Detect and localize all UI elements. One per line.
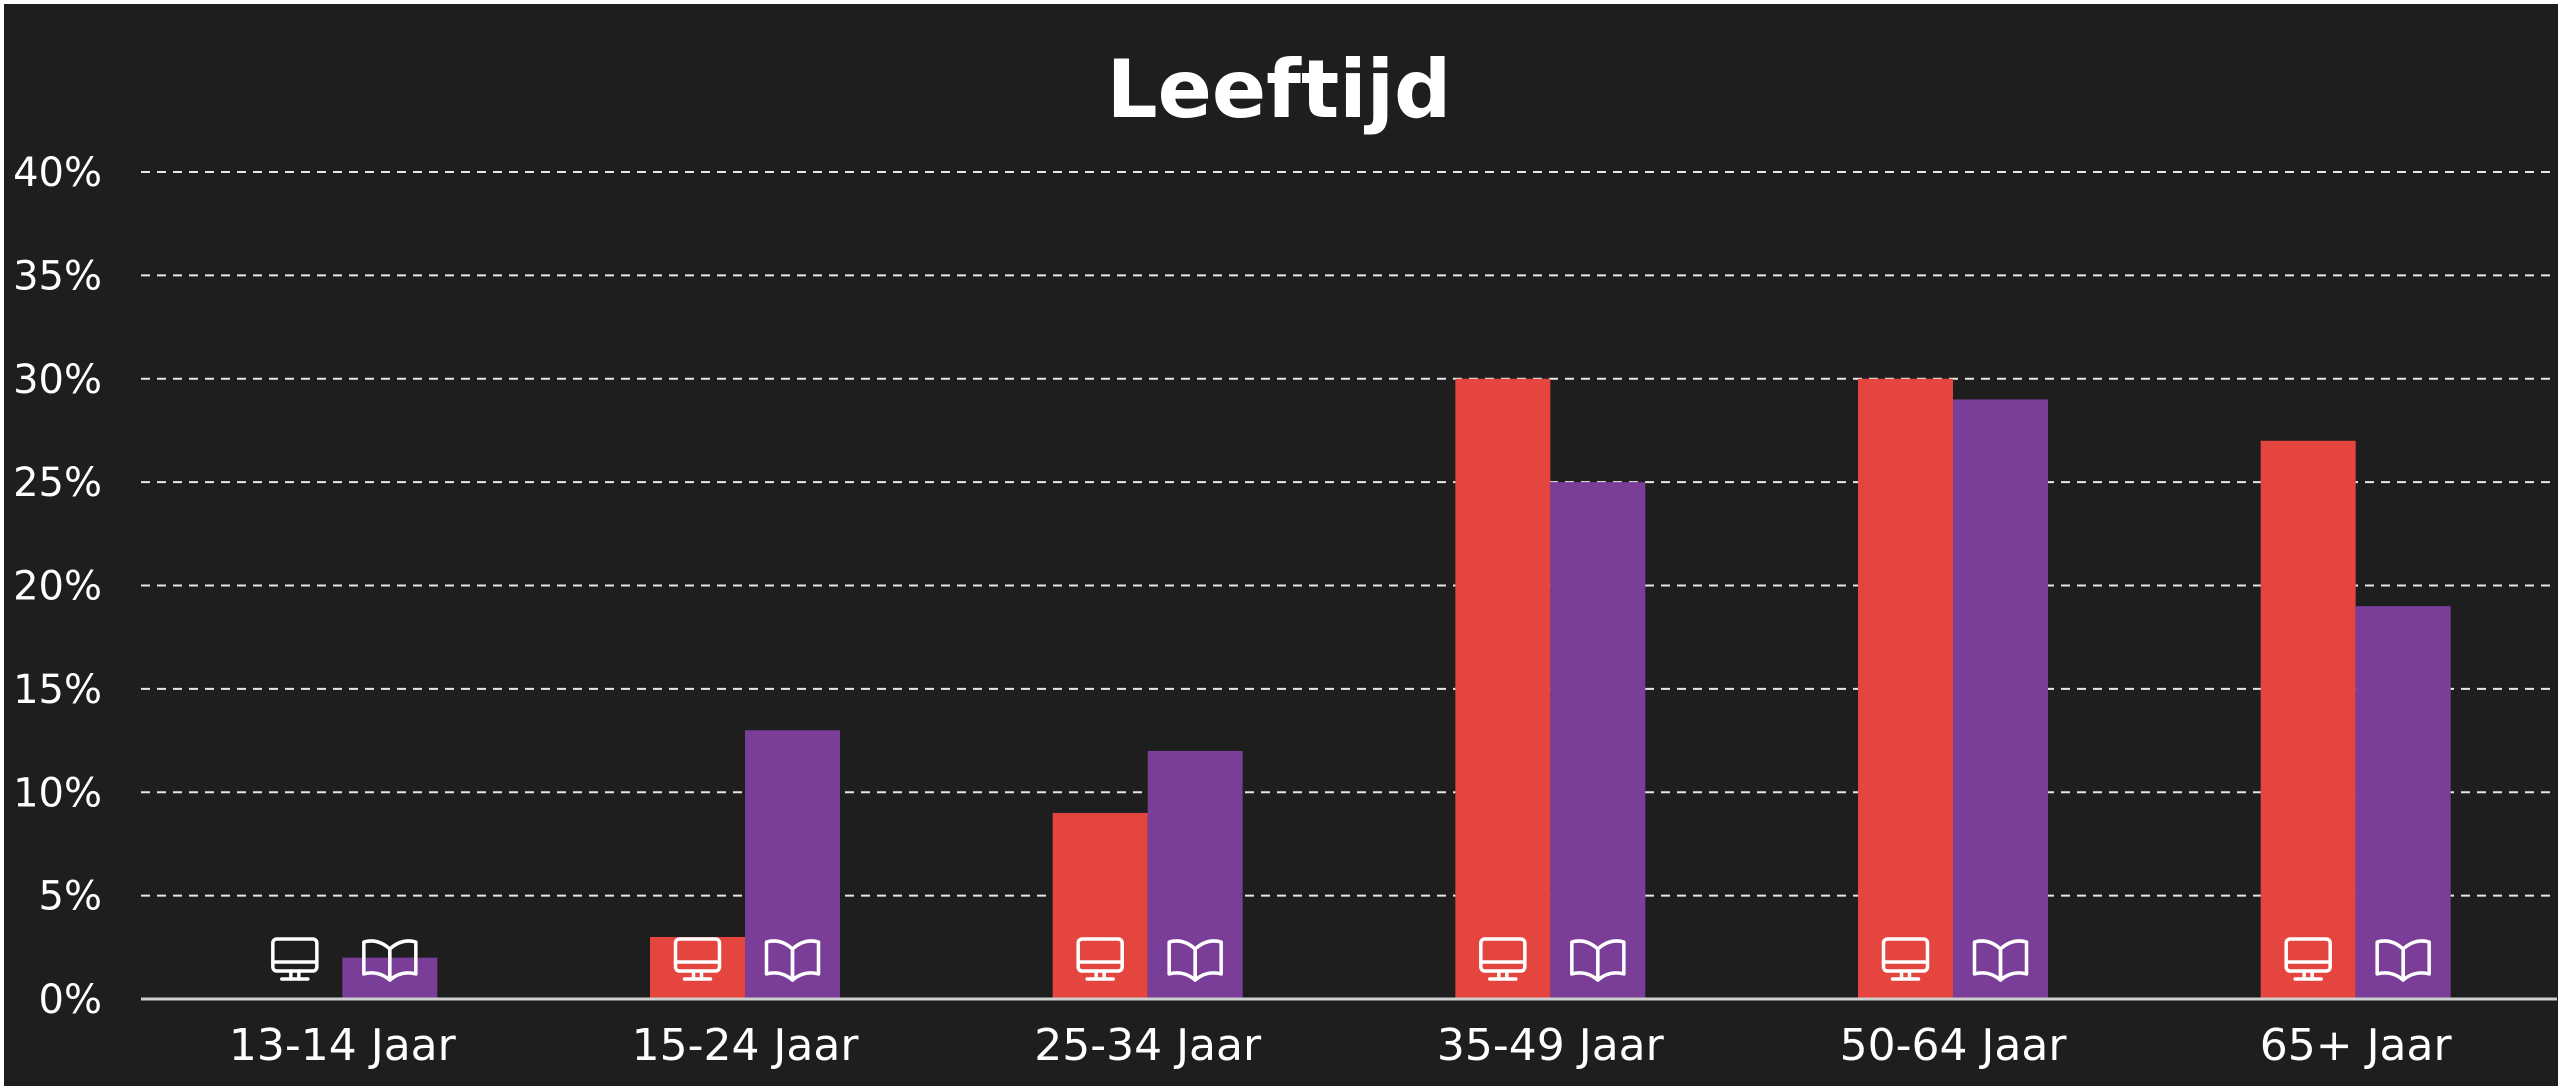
bar	[1550, 482, 1646, 999]
bar	[1455, 378, 1551, 999]
monitor-icon	[1479, 937, 1527, 981]
y-tick-label: 20%	[13, 564, 102, 610]
y-tick-label: 40%	[13, 150, 102, 196]
book-icon	[362, 939, 418, 982]
monitor-icon	[1881, 937, 1930, 981]
gridlines	[141, 171, 2557, 897]
bar-chart: Leeftijd 0% 5% 10% 15% 20% 25% 30% 35% 40% 13-14…	[13, 43, 2557, 1071]
y-tick-label: 30%	[13, 357, 102, 403]
book-icon	[1972, 939, 2029, 982]
book-icon	[2375, 939, 2431, 982]
bar	[1052, 812, 1148, 999]
monitor-icon	[1076, 937, 1124, 981]
bar	[650, 936, 745, 999]
y-axis-ticks: 0% 5% 10% 15% 20% 25% 30% 35% 40%	[13, 150, 102, 1023]
bars	[342, 378, 2451, 999]
y-tick-label: 25%	[13, 460, 102, 506]
bar	[1953, 399, 2048, 999]
book-icon	[764, 939, 821, 982]
y-tick-label: 5%	[39, 874, 102, 920]
x-axis-labels: 13-14 Jaar 15-24 Jaar 25-34 Jaar 35-49 Jaar…	[229, 1020, 2453, 1071]
chart-title: Leeftijd	[1107, 43, 1452, 136]
monitor-icon	[2284, 937, 2332, 981]
monitor-icon	[673, 937, 722, 981]
y-tick-label: 10%	[13, 770, 102, 816]
y-tick-label: 15%	[13, 667, 102, 713]
bar	[2260, 440, 2356, 999]
x-tick-label: 35-49 Jaar	[1437, 1020, 1665, 1071]
monitor-icon	[271, 937, 319, 981]
x-tick-label: 65+ Jaar	[2260, 1020, 2453, 1071]
x-tick-label: 13-14 Jaar	[229, 1020, 457, 1071]
x-tick-label: 50-64 Jaar	[1840, 1020, 2068, 1071]
y-tick-label: 35%	[13, 253, 102, 299]
bar-icons	[271, 937, 2431, 982]
book-icon	[1167, 939, 1223, 982]
bar	[1858, 378, 1953, 999]
x-tick-label: 25-34 Jaar	[1034, 1020, 1262, 1071]
book-icon	[1570, 939, 1626, 982]
bar	[2355, 606, 2451, 999]
y-tick-label: 0%	[39, 977, 102, 1023]
x-tick-label: 15-24 Jaar	[632, 1020, 860, 1071]
